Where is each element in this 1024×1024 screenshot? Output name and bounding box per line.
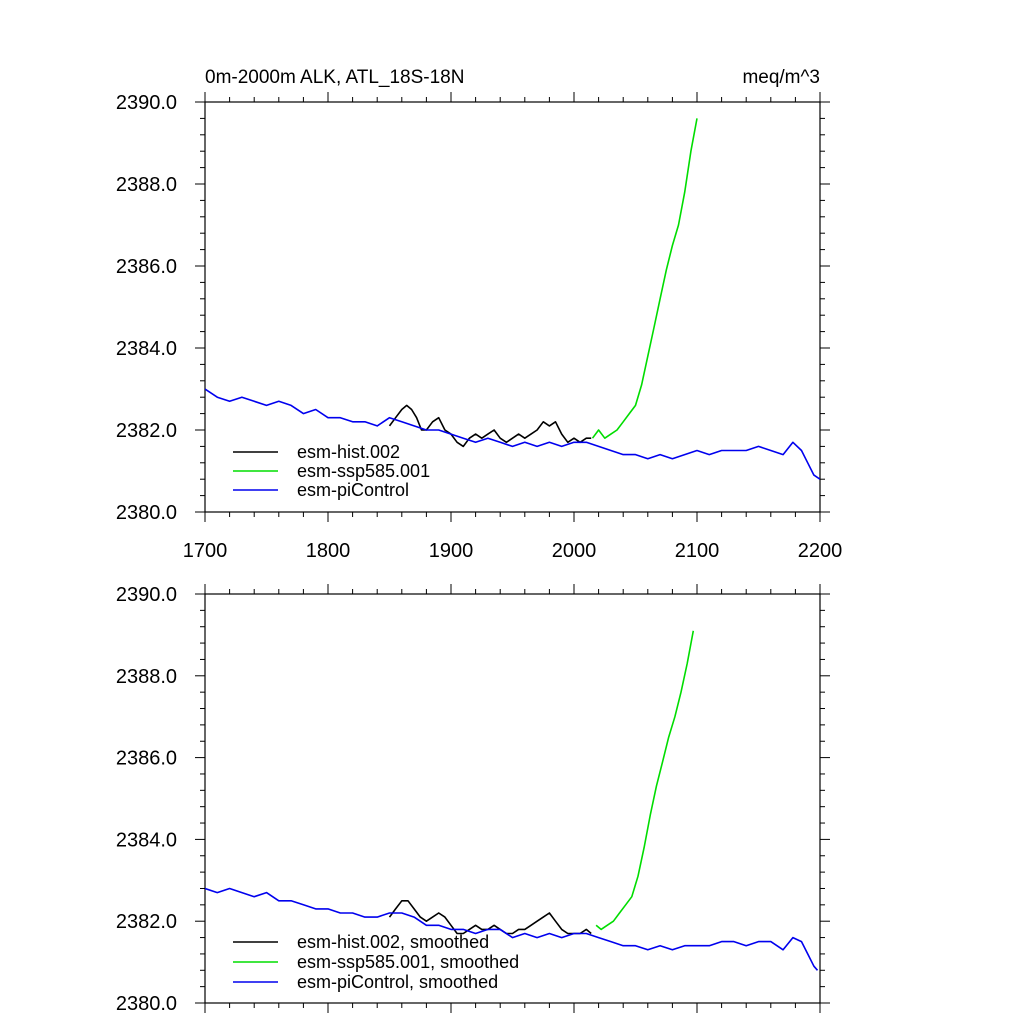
x-tick-label: 1900 bbox=[429, 540, 474, 562]
y-tick-label: 2388.0 bbox=[116, 174, 177, 196]
y-tick-label: 2386.0 bbox=[116, 748, 177, 770]
series-line-esm-ssp585-001-smoothed bbox=[595, 630, 695, 931]
plot-frame bbox=[204, 101, 821, 513]
y-tick-label: 2382.0 bbox=[116, 911, 177, 933]
legend-label-esm-ssp585-001: esm-ssp585.001 bbox=[297, 461, 430, 481]
series-line-esm-ssp585-001 bbox=[591, 118, 698, 440]
legend-label-esm-picontrol-smoothed: esm-piControl, smoothed bbox=[297, 972, 498, 992]
bottom-panel: 2380.0 2382.0 2384.0 2386.0 2388.0 2390.0 esm-… bbox=[116, 584, 830, 1015]
chart-units-label: meq/m^3 bbox=[742, 67, 820, 88]
y-tick-label: 2390.0 bbox=[116, 92, 177, 114]
legend-label-esm-ssp585-001-smoothed: esm-ssp585.001, smoothed bbox=[297, 952, 519, 972]
y-tick-label: 2380.0 bbox=[116, 502, 177, 524]
y-tick-label: 2384.0 bbox=[116, 338, 177, 360]
y-tick-label: 2380.0 bbox=[116, 993, 177, 1015]
chart-title: 0m-2000m ALK, ATL_18S-18N bbox=[205, 67, 464, 88]
y-tick-label: 2384.0 bbox=[116, 829, 177, 851]
series-group bbox=[205, 630, 819, 971]
series-line-esm-hist-002-smoothed bbox=[388, 899, 592, 935]
plot-frame bbox=[204, 593, 821, 1004]
top-panel: 1700 1800 1900 2000 2100 2200 2380.0 2382.0 2384… bbox=[116, 92, 842, 562]
x-tick-label: 2000 bbox=[552, 540, 597, 562]
series-line-esm-hist-002 bbox=[388, 404, 592, 448]
x-tick-label: 2100 bbox=[675, 540, 720, 562]
legend-label-esm-picontrol: esm-piControl bbox=[297, 480, 409, 500]
y-tick-label: 2386.0 bbox=[116, 256, 177, 278]
y-tick-label: 2390.0 bbox=[116, 584, 177, 606]
y-tick-label: 2382.0 bbox=[116, 420, 177, 442]
series-group bbox=[205, 118, 820, 480]
series-line-esm-picontrol-smoothed bbox=[205, 887, 819, 971]
series-line-esm-picontrol bbox=[205, 388, 820, 480]
x-tick-label: 2200 bbox=[798, 540, 843, 562]
y-tick-label: 2388.0 bbox=[116, 666, 177, 688]
x-tick-label: 1800 bbox=[306, 540, 351, 562]
legend-label-esm-hist-002: esm-hist.002 bbox=[297, 442, 400, 462]
legend-label-esm-hist-002-smoothed: esm-hist.002, smoothed bbox=[297, 932, 489, 952]
x-tick-label: 1700 bbox=[183, 540, 228, 562]
